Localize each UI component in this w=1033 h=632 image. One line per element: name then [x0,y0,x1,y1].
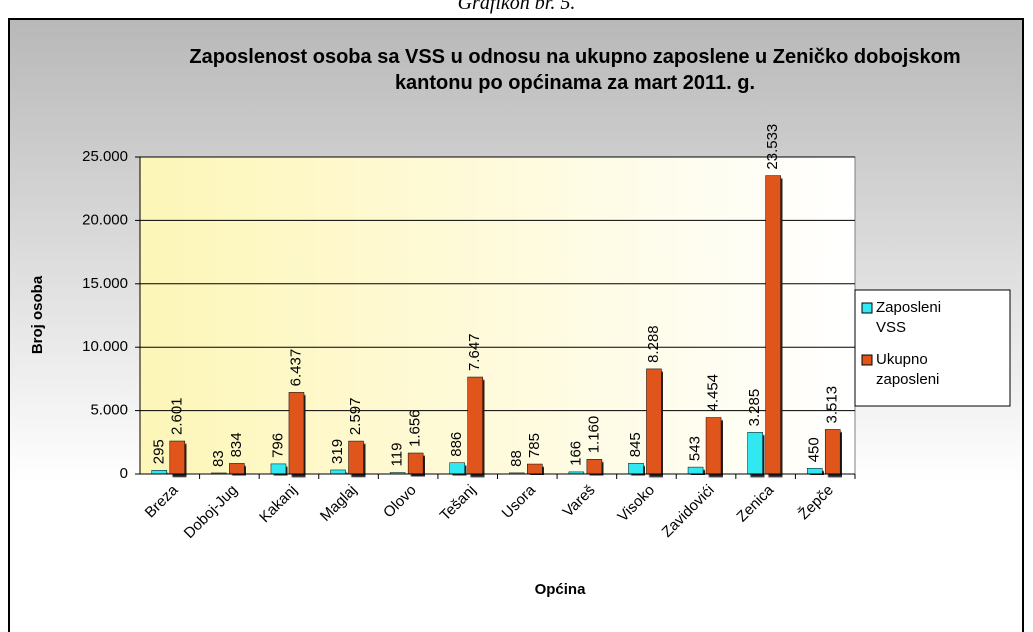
data-label: 119 [389,443,406,467]
legend-swatch [861,302,873,314]
y-axis-title: Broj osoba [29,275,46,354]
y-tick-label: 25.000 [82,148,128,165]
legend-label: Zaposleni VSS [876,299,941,336]
data-label: 1.656 [407,409,424,447]
data-label: 2.601 [168,397,185,435]
bar [467,376,483,475]
data-label: 83 [210,450,227,467]
bar [527,463,543,475]
bar [151,470,168,475]
y-tick-label: 15.000 [82,275,128,292]
bar [288,392,305,475]
bar [169,440,186,475]
data-label: 785 [526,433,543,458]
y-tick-label: 10.000 [82,338,128,355]
y-tick-label: 20.000 [82,211,128,228]
data-label: 8.288 [645,325,662,363]
data-label: 4.454 [705,374,722,412]
data-label: 88 [508,450,525,467]
data-label: 6.437 [287,349,304,387]
data-label: 2.597 [347,398,364,436]
data-label: 23.533 [764,124,781,170]
data-label: 295 [150,439,167,464]
bar [586,459,603,475]
legend-label: Ukupno zaposleni [876,351,939,388]
bar [705,417,722,475]
x-axis-title: Općina [535,581,587,598]
data-label: 834 [228,432,245,457]
bar [628,463,644,475]
data-label: 1.160 [585,416,602,454]
y-tick-label: 0 [120,465,128,482]
y-tick-label: 5.000 [90,402,128,419]
bar [824,429,841,475]
bar [407,452,424,475]
data-label: 796 [269,433,286,458]
bar [270,463,287,475]
data-label: 543 [687,436,704,461]
data-label: 7.647 [466,333,483,371]
bar [806,468,823,475]
plot-area [139,156,856,475]
data-label: 3.513 [824,386,841,424]
bar [229,463,245,475]
legend [854,289,1011,407]
data-label: 3.285 [746,389,763,427]
data-label: 886 [448,432,465,457]
data-label: 450 [806,437,823,462]
legend-swatch [861,354,873,366]
bar [330,469,346,475]
bar [646,368,662,475]
bar [348,440,364,475]
chart-title: Zaposlenost osoba sa VSS u odnosu na uku… [189,46,961,94]
bar [765,175,781,475]
bar [747,432,763,475]
bar [687,466,704,475]
data-label: 166 [567,441,584,466]
bar [449,462,465,475]
data-label: 319 [329,439,346,464]
data-label: 845 [627,432,644,457]
caption: Grafikon br. 5. [457,0,576,14]
